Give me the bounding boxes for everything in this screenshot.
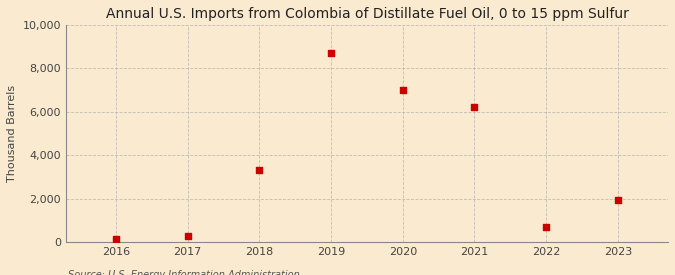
Point (254, 168, 265, 173)
Point (541, 225, 551, 229)
Text: Source: U.S. Energy Information Administration: Source: U.S. Energy Information Administ… (68, 271, 299, 275)
Title: Annual U.S. Imports from Colombia of Distillate Fuel Oil, 0 to 15 ppm Sulfur: Annual U.S. Imports from Colombia of Dis… (105, 7, 628, 21)
Point (398, 88, 408, 92)
Point (326, 51, 337, 55)
Point (111, 237, 122, 241)
Point (469, 105, 480, 110)
Point (612, 198, 623, 202)
Y-axis label: Thousand Barrels: Thousand Barrels (7, 85, 17, 182)
Point (182, 233, 193, 238)
